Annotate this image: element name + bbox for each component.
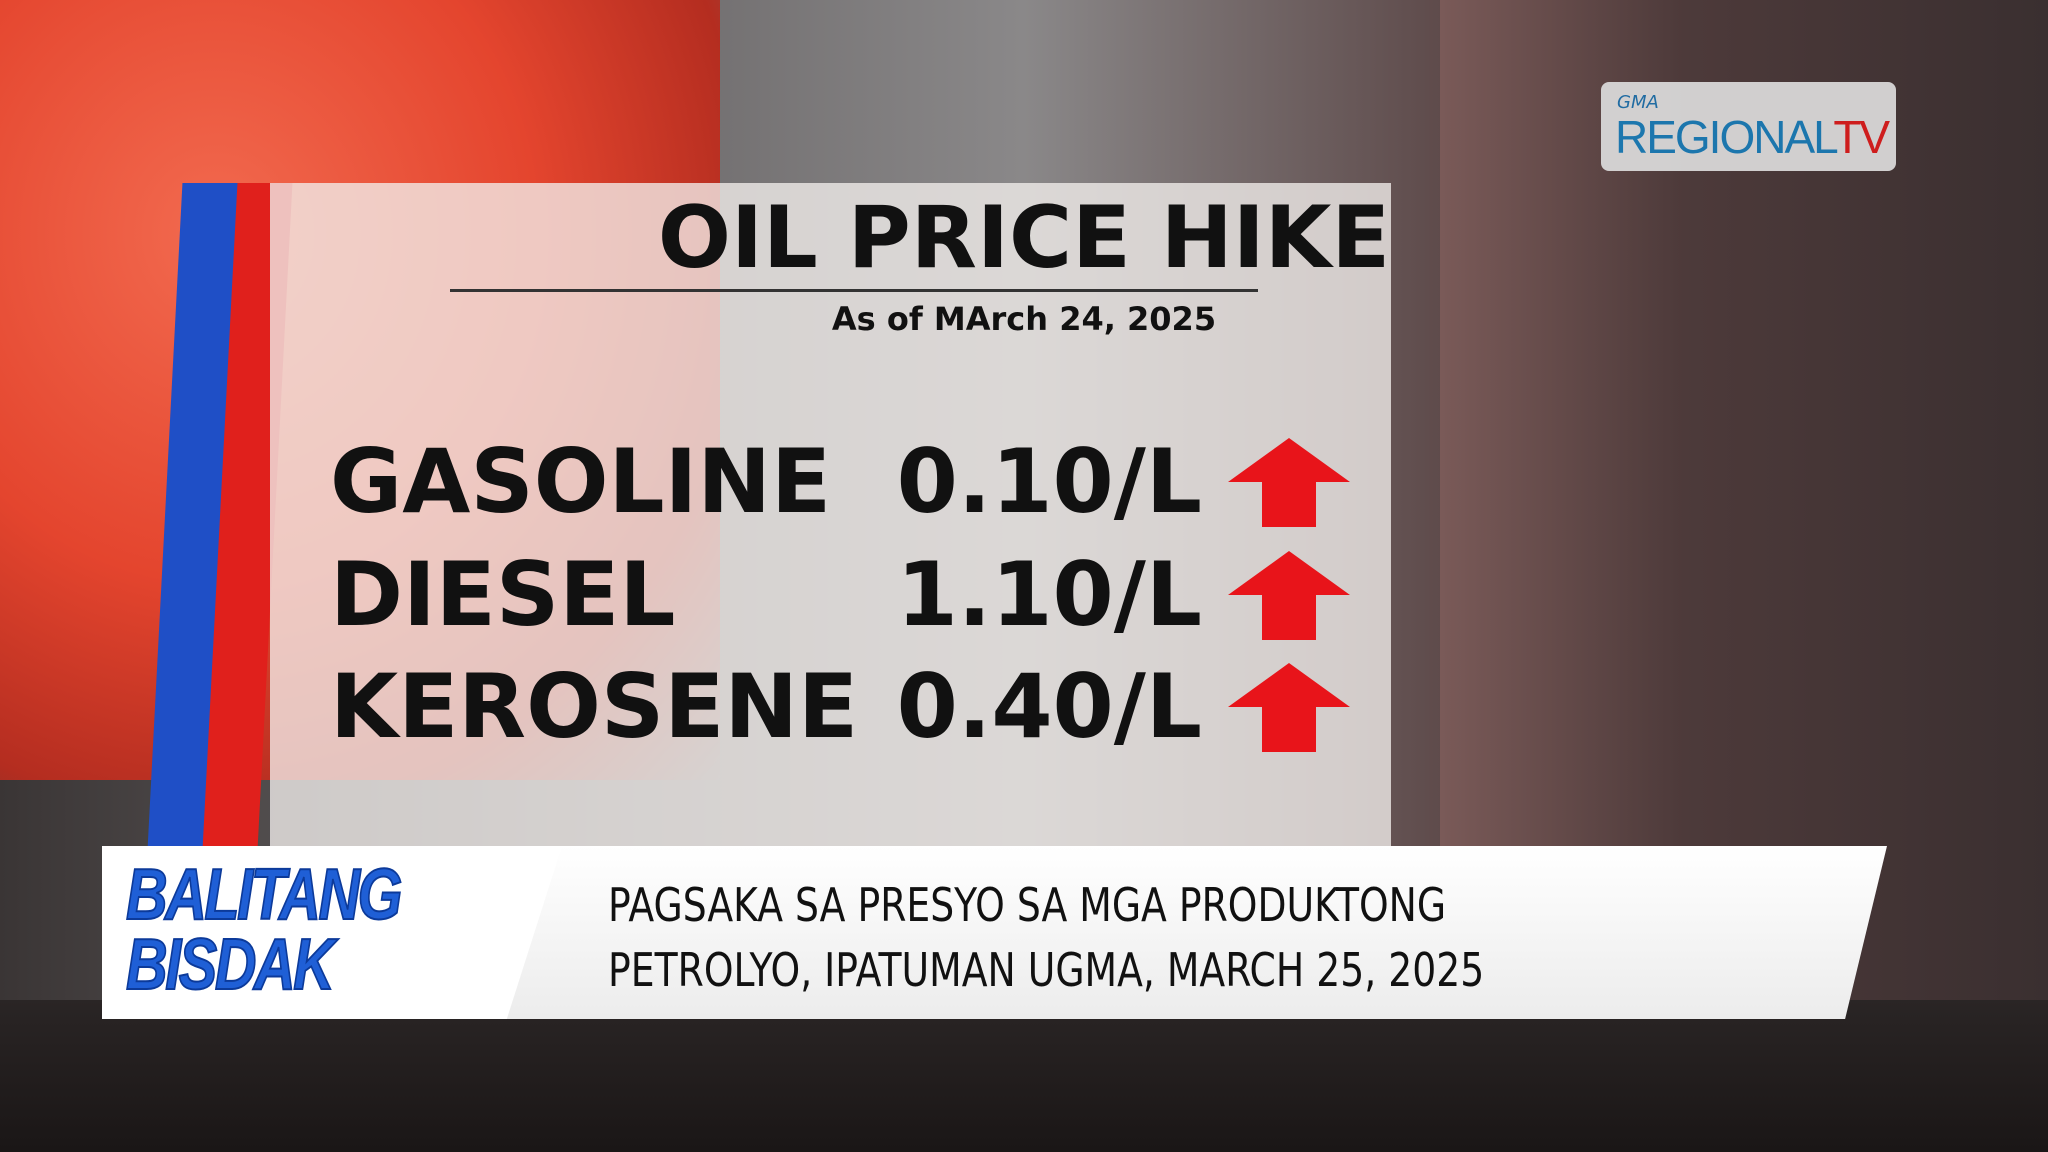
- logo-gma: GMA: [1617, 92, 1659, 113]
- price-row-gasoline: GASOLINE 0.10/L: [330, 430, 1370, 533]
- price-change: 0.40/L: [896, 655, 1202, 758]
- lower-third-ticker: BALITANG BISDAK PAGSAKA SA PRESYO SA MGA…: [102, 846, 1887, 1019]
- product-name: KEROSENE: [330, 655, 859, 758]
- logo-tv: TV: [1833, 111, 1890, 163]
- logo-regional: REGIONALTV: [1615, 110, 1890, 164]
- price-change: 0.10/L: [896, 430, 1202, 533]
- headline-line1: PAGSAKA SA PRESYO SA MGA PRODUKTONG: [608, 878, 1447, 932]
- product-name: GASOLINE: [330, 430, 832, 533]
- card-title: OIL PRICE HIKE: [657, 188, 1391, 288]
- headline-line2: PETROLYO, IPATUMAN UGMA, MARCH 25, 2025: [608, 943, 1485, 997]
- price-row-kerosene: KEROSENE 0.40/L: [330, 655, 1370, 758]
- headline-box: [490, 846, 1887, 1019]
- up-arrow-icon: [1228, 438, 1350, 527]
- price-row-diesel: DIESEL 1.10/L: [330, 543, 1370, 646]
- up-arrow-icon: [1228, 663, 1350, 752]
- product-name: DIESEL: [330, 543, 676, 646]
- background-bottom: [0, 1000, 2048, 1152]
- price-change: 1.10/L: [896, 543, 1202, 646]
- brand-line2: BISDAK: [125, 925, 335, 1005]
- card-subtitle: As of MArch 24, 2025: [831, 300, 1217, 338]
- price-card: [270, 183, 1391, 849]
- up-arrow-icon: [1228, 551, 1350, 640]
- brand-line1: BALITANG: [125, 855, 403, 935]
- program-logo-box: BALITANG BISDAK: [102, 846, 562, 1019]
- gma-regional-tv-logo: GMA REGIONALTV: [1601, 82, 1896, 171]
- balitang-bisdak-logo: BALITANG BISDAK: [125, 855, 403, 1005]
- title-divider: [450, 289, 1258, 292]
- logo-regional-text: REGIONAL: [1615, 111, 1835, 163]
